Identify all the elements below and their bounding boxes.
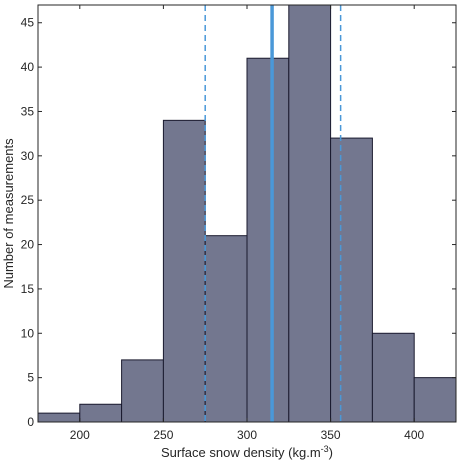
y-tick-label: 0 xyxy=(27,415,34,429)
histogram-bar xyxy=(121,359,164,423)
histogram-bar xyxy=(79,403,123,423)
y-tick-label: 35 xyxy=(21,104,35,118)
bars-group xyxy=(37,4,457,423)
reference-lines-group xyxy=(204,5,342,422)
x-axis-ticks: 200 250 300 350 400 xyxy=(70,5,425,442)
y-tick-label: 25 xyxy=(21,193,35,207)
histogram-bar xyxy=(413,377,457,423)
y-tick-label: 10 xyxy=(21,326,35,340)
x-tick-label: 400 xyxy=(404,428,424,442)
y-tick-label: 45 xyxy=(21,16,35,30)
y-tick-label: 20 xyxy=(21,238,35,252)
y-tick-label: 40 xyxy=(21,60,35,74)
histogram-bar xyxy=(288,4,332,423)
x-axis-title: Surface snow density (kg.m-3) xyxy=(161,444,333,460)
histogram-bar xyxy=(162,119,206,423)
histogram-bar xyxy=(204,235,248,423)
y-axis-title: Number of measurements xyxy=(1,138,16,289)
y-tick-label: 5 xyxy=(27,371,34,385)
histogram-bar xyxy=(371,332,415,423)
x-tick-label: 300 xyxy=(237,428,257,442)
histogram-bar xyxy=(246,57,290,423)
histogram-bar xyxy=(330,137,373,423)
x-tick-label: 200 xyxy=(70,428,90,442)
x-tick-label: 250 xyxy=(153,428,173,442)
histogram-bar xyxy=(37,412,81,423)
x-tick-label: 350 xyxy=(321,428,341,442)
y-axis-ticks: 0 5 10 15 20 25 30 35 40 45 xyxy=(21,16,456,429)
y-tick-label: 15 xyxy=(21,282,35,296)
y-tick-label: 30 xyxy=(21,149,35,163)
